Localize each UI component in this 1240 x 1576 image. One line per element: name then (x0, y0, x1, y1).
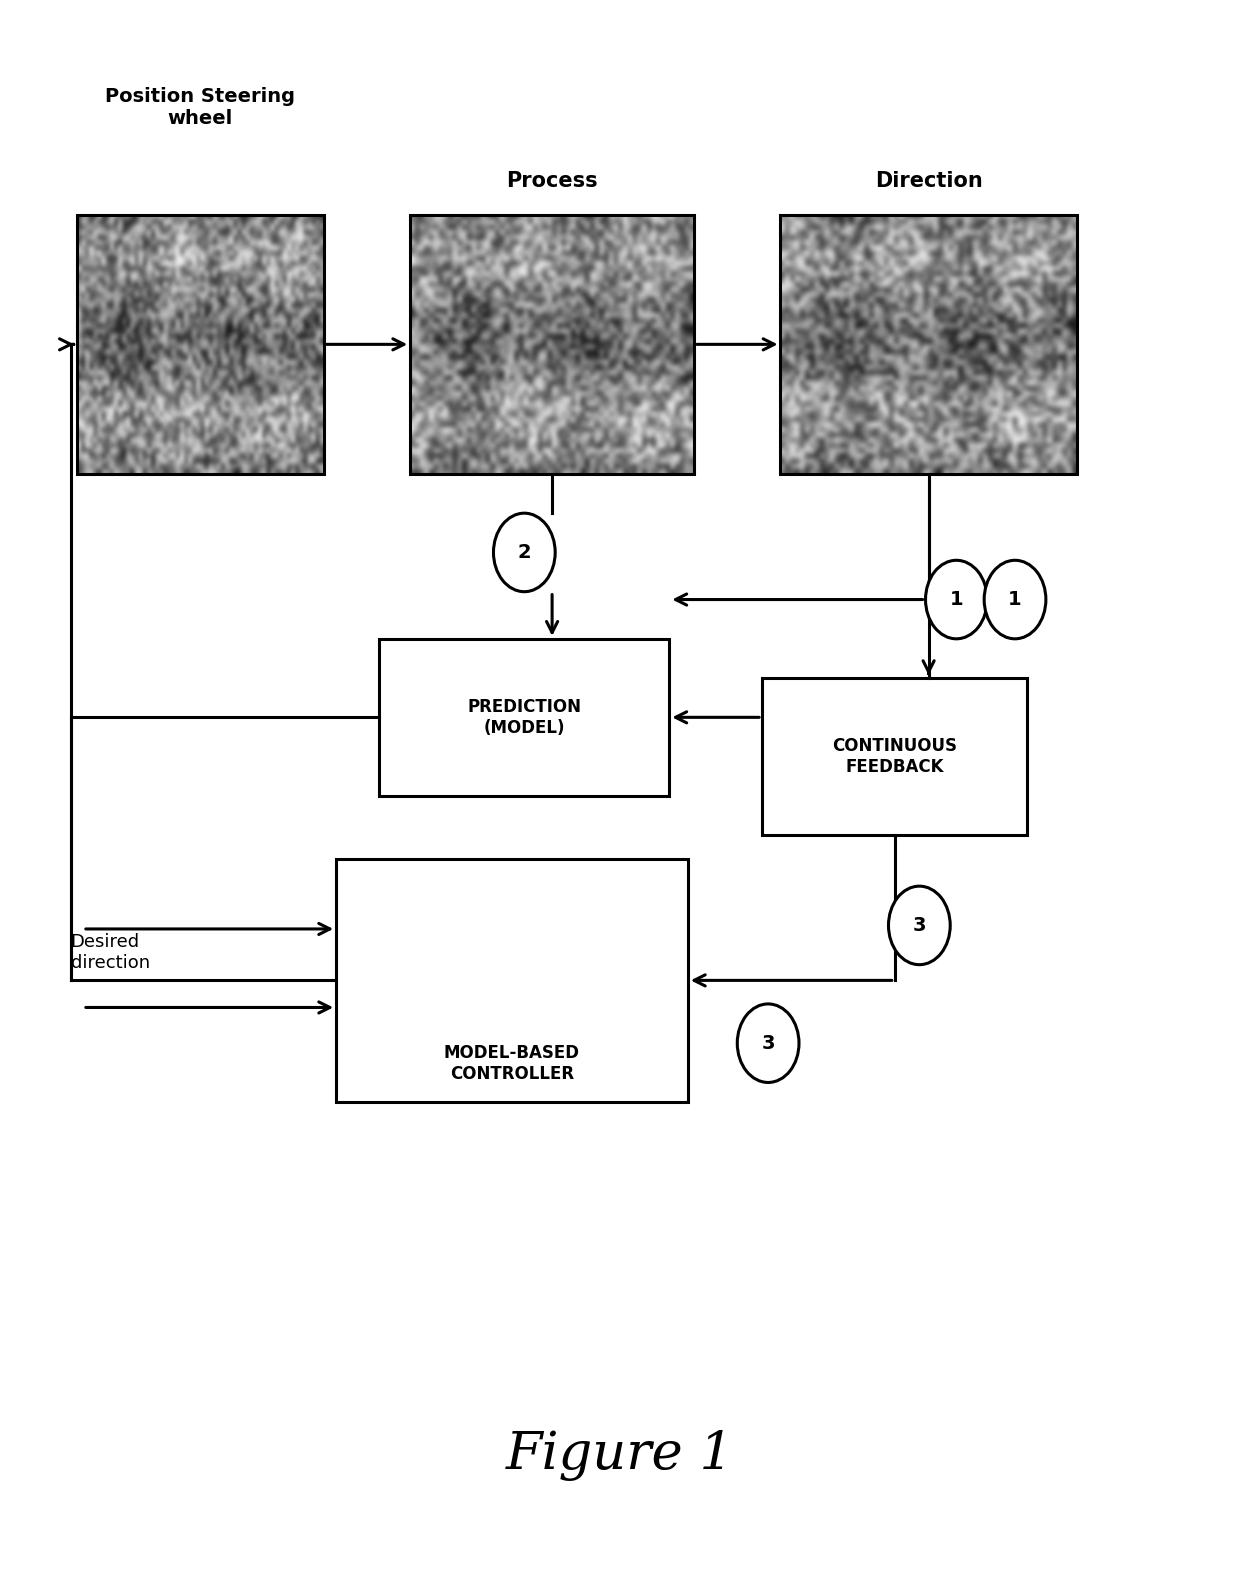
Text: 2: 2 (517, 544, 531, 563)
FancyBboxPatch shape (761, 678, 1028, 835)
Circle shape (738, 1004, 799, 1083)
Circle shape (494, 514, 556, 591)
Text: 3: 3 (761, 1034, 775, 1053)
FancyBboxPatch shape (336, 859, 688, 1102)
Circle shape (889, 886, 950, 965)
Text: Position Steering
wheel: Position Steering wheel (105, 87, 295, 128)
Text: 1: 1 (950, 589, 963, 608)
Text: MODEL-BASED
CONTROLLER: MODEL-BASED CONTROLLER (444, 1043, 580, 1083)
Text: 3: 3 (913, 916, 926, 935)
Text: Direction: Direction (874, 172, 982, 191)
Text: Process: Process (506, 172, 598, 191)
Text: Desired
direction: Desired direction (71, 933, 150, 972)
Text: Figure 1: Figure 1 (506, 1429, 734, 1481)
FancyBboxPatch shape (379, 638, 670, 796)
Text: 1: 1 (1008, 589, 1022, 608)
Circle shape (925, 561, 987, 638)
Circle shape (985, 561, 1045, 638)
Text: CONTINUOUS
FEEDBACK: CONTINUOUS FEEDBACK (832, 738, 957, 775)
Text: PREDICTION
(MODEL): PREDICTION (MODEL) (467, 698, 582, 736)
